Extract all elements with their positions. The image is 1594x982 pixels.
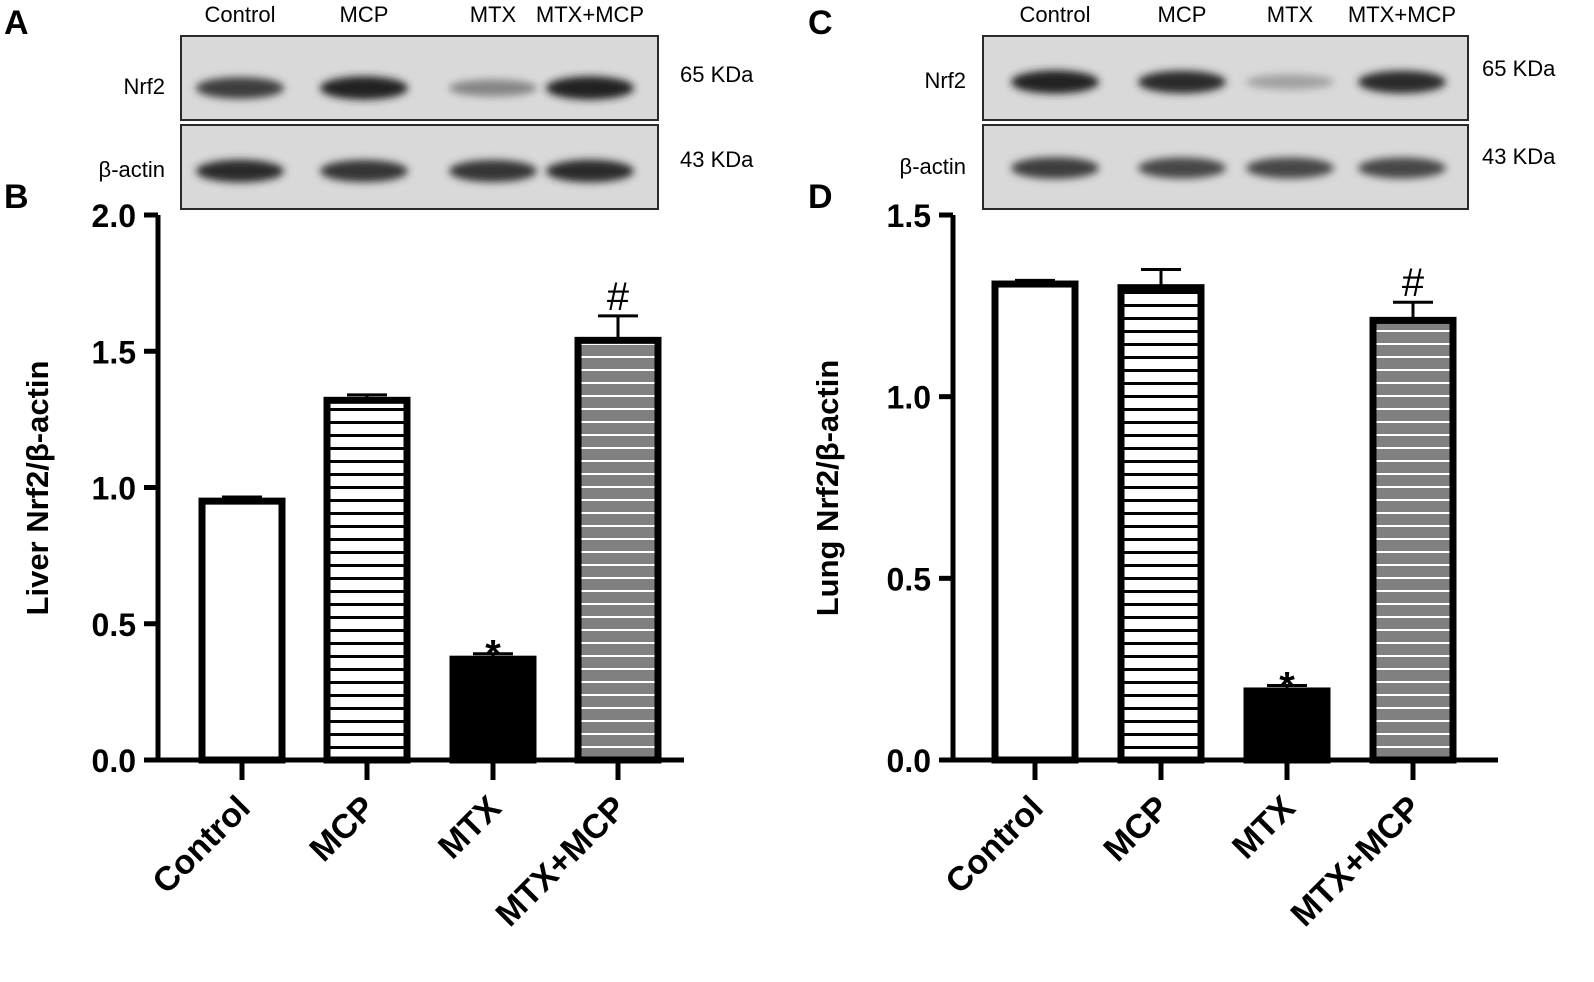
chart-panel-b: 0.0 0.5 1.0 1.5 2.0 Control MCP * MTX # MTX+MCP Liv… [20,198,684,934]
blot-band [1138,157,1226,179]
blot-band [320,159,408,183]
x-tick-label: MCP [302,789,382,869]
blot-band [196,77,284,99]
x-tick-label: Control [938,789,1050,901]
blot-lane-label: MTX [1267,2,1314,27]
bar-charts: 0.0 0.5 1.0 1.5 2.0 Control MCP * MTX # MTX+MCP Liv… [20,198,1498,934]
y-tick-label: 0.0 [887,743,931,779]
x-tick-label: MTX+MCP [489,789,634,934]
y-tick-label: 1.5 [92,334,136,370]
significance-hash: # [1402,261,1425,305]
blot-band [1358,70,1446,94]
blot-band [320,76,408,100]
blot-band [1246,74,1334,90]
blot-lane-label: MTX [470,2,517,27]
x-tick-label: MTX [1225,789,1303,867]
significance-star: * [1279,665,1295,709]
bar [198,497,286,764]
blot-band [1011,157,1099,179]
bar [1369,316,1457,764]
y-tick-label: 1.0 [887,380,931,416]
blot-kda-label: 65 KDa [680,62,754,87]
blot-row-label: Nrf2 [924,68,966,93]
y-tick-label: 2.0 [92,198,136,234]
blot-lane-label: MCP [1158,2,1207,27]
panel-letter-b: B [4,178,29,216]
significance-hash: # [607,275,630,319]
y-axis-label: Liver Nrf2/β-actin [20,361,55,616]
panel-letter-c: C [808,4,833,42]
x-tick-label: MTX [431,789,509,867]
blot-band [1358,157,1446,179]
blot-kda-label: 43 KDa [1482,144,1556,169]
x-tick-label: MCP [1096,789,1176,869]
blot-lane-label: Control [205,2,276,27]
blot-lane-label: MTX+MCP [536,2,644,27]
x-tick-label: Control [145,789,257,901]
western-blots: Control MCP MTX MTX+MCP Nrf2 65 KDa β-actin 43 … [99,2,1556,210]
bar [323,396,411,764]
bar [1117,284,1205,764]
blot-band [546,159,634,183]
blot-band [1138,70,1226,94]
y-tick-label: 1.5 [887,198,931,234]
blot-band [546,76,634,100]
y-tick-label: 0.0 [92,743,136,779]
y-tick-label: 1.0 [92,471,136,507]
blot-band [1011,70,1099,94]
panel-letter-d: D [808,178,833,216]
blot-lane-label: MTX+MCP [1348,2,1456,27]
blot-lane-label: MCP [340,2,389,27]
blot-row-label: β-actin [900,154,966,179]
x-tick-label: MTX+MCP [1284,789,1429,934]
bar [574,336,662,764]
blot-band [196,159,284,183]
chart-panel-d: 0.0 0.5 1.0 1.5 Control MCP * MTX # MTX+MCP Lung N… [810,198,1498,934]
blot-band [449,159,537,183]
bar [449,655,537,764]
panel-letter-a: A [4,4,29,42]
blot-lane-label: Control [1020,2,1091,27]
y-tick-label: 0.5 [887,561,931,597]
significance-star: * [485,633,501,677]
y-axis-label: Lung Nrf2/β-actin [810,360,845,617]
blot-band [449,79,537,97]
bar [991,280,1079,764]
blot-kda-label: 65 KDa [1482,56,1556,81]
blot-kda-label: 43 KDa [680,147,754,172]
y-tick-label: 0.5 [92,607,136,643]
blot-row-label: β-actin [99,157,165,182]
blot-row-label: Nrf2 [123,74,165,99]
blot-band [1246,157,1334,179]
